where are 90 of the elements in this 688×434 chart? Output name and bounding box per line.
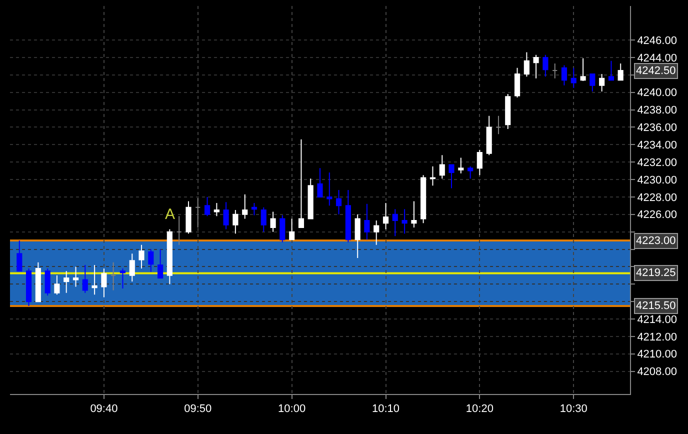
candlestick bbox=[608, 60, 614, 81]
candlestick bbox=[204, 196, 210, 217]
candlestick bbox=[326, 172, 332, 206]
candlestick bbox=[138, 244, 144, 269]
candlestick bbox=[289, 218, 295, 240]
candlestick bbox=[223, 202, 229, 230]
candlestick bbox=[354, 214, 360, 258]
y-tick-label: 4210.00 bbox=[637, 348, 677, 361]
candlestick bbox=[195, 197, 201, 228]
candlestick bbox=[298, 138, 304, 228]
candlestick bbox=[308, 178, 314, 220]
candlestick bbox=[120, 268, 126, 289]
candlestick bbox=[392, 208, 398, 237]
y-tick-label: 4230.00 bbox=[637, 174, 677, 186]
candlestick bbox=[35, 262, 41, 302]
ref-line-label: 4219.25 bbox=[636, 267, 676, 279]
candlestick bbox=[570, 67, 576, 88]
candlestick bbox=[402, 208, 408, 234]
candlestick bbox=[176, 216, 182, 246]
candlestick bbox=[317, 168, 323, 198]
candlestick bbox=[260, 206, 266, 232]
y-tick-label: 4212.00 bbox=[637, 331, 677, 344]
candlestick bbox=[580, 58, 586, 82]
annotation: A bbox=[165, 206, 176, 223]
candlestick bbox=[552, 63, 558, 79]
candlestick bbox=[420, 174, 426, 224]
ref-line-label: 4215.50 bbox=[636, 300, 676, 312]
candlestick bbox=[166, 228, 172, 285]
candlestick bbox=[382, 202, 389, 230]
candlestick bbox=[514, 67, 520, 98]
candlestick bbox=[599, 74, 605, 92]
candlestick bbox=[411, 200, 417, 228]
candlestick bbox=[158, 248, 164, 279]
candlestick bbox=[92, 264, 98, 296]
candlestick bbox=[72, 266, 79, 288]
x-tick-label: 10:20 bbox=[466, 403, 494, 416]
candlestick bbox=[468, 166, 474, 180]
y-tick-label: 4238.00 bbox=[637, 104, 677, 117]
candlestick bbox=[590, 74, 596, 92]
y-tick-label: 4246.00 bbox=[637, 34, 677, 47]
y-tick-label: 4228.00 bbox=[637, 192, 677, 204]
candlestick bbox=[364, 203, 370, 240]
annotation: 4242.50 bbox=[636, 65, 676, 77]
candlestick bbox=[270, 211, 276, 232]
candlestick bbox=[242, 194, 248, 220]
candlestick bbox=[16, 240, 22, 272]
candlestick bbox=[64, 270, 70, 294]
candlestick bbox=[476, 149, 482, 176]
candlestick bbox=[26, 268, 32, 306]
y-tick-label: 4240.00 bbox=[637, 87, 677, 100]
candlestick bbox=[148, 248, 154, 272]
candlestick bbox=[110, 262, 116, 291]
candlestick bbox=[458, 157, 464, 174]
y-tick-label: 4234.00 bbox=[637, 139, 677, 152]
candlestick bbox=[186, 200, 192, 234]
candlestick bbox=[524, 52, 530, 78]
y-tick-label: 4226.00 bbox=[637, 209, 677, 222]
y-tick-label: 4208.00 bbox=[637, 366, 677, 378]
candlestick bbox=[214, 202, 220, 217]
y-tick-label: 4214.00 bbox=[637, 314, 677, 326]
candlestick bbox=[345, 189, 351, 243]
candlestick bbox=[232, 210, 238, 234]
candlestick bbox=[280, 214, 286, 243]
x-tick-label: 10:10 bbox=[372, 403, 400, 416]
candlestick bbox=[542, 54, 548, 78]
candlestick bbox=[505, 94, 511, 130]
candlestick bbox=[251, 202, 258, 216]
candlestick bbox=[448, 164, 454, 189]
candlestick bbox=[430, 166, 436, 186]
x-tick-label: 10:30 bbox=[560, 403, 588, 416]
candlestick bbox=[618, 63, 624, 81]
ref-line-label: 4223.00 bbox=[636, 235, 676, 247]
x-tick-label: 09:40 bbox=[90, 403, 118, 416]
y-tick-label: 4244.00 bbox=[637, 52, 677, 64]
candlestick bbox=[54, 274, 60, 296]
candlestick bbox=[439, 154, 445, 180]
candlestick bbox=[336, 189, 342, 215]
candlestick bbox=[561, 64, 568, 86]
candlestick bbox=[533, 54, 539, 79]
x-tick-label: 10:00 bbox=[278, 403, 306, 416]
candlestick bbox=[486, 115, 492, 156]
candlestick bbox=[496, 115, 502, 135]
candlestick bbox=[101, 268, 107, 298]
candlestick bbox=[82, 264, 88, 294]
y-tick-label: 4236.00 bbox=[637, 122, 677, 134]
candlestick bbox=[374, 220, 380, 246]
candlestick bbox=[129, 253, 135, 282]
x-tick-label: 09:50 bbox=[184, 403, 212, 416]
y-tick-label: 4232.00 bbox=[637, 156, 677, 169]
candlestick bbox=[44, 268, 50, 296]
